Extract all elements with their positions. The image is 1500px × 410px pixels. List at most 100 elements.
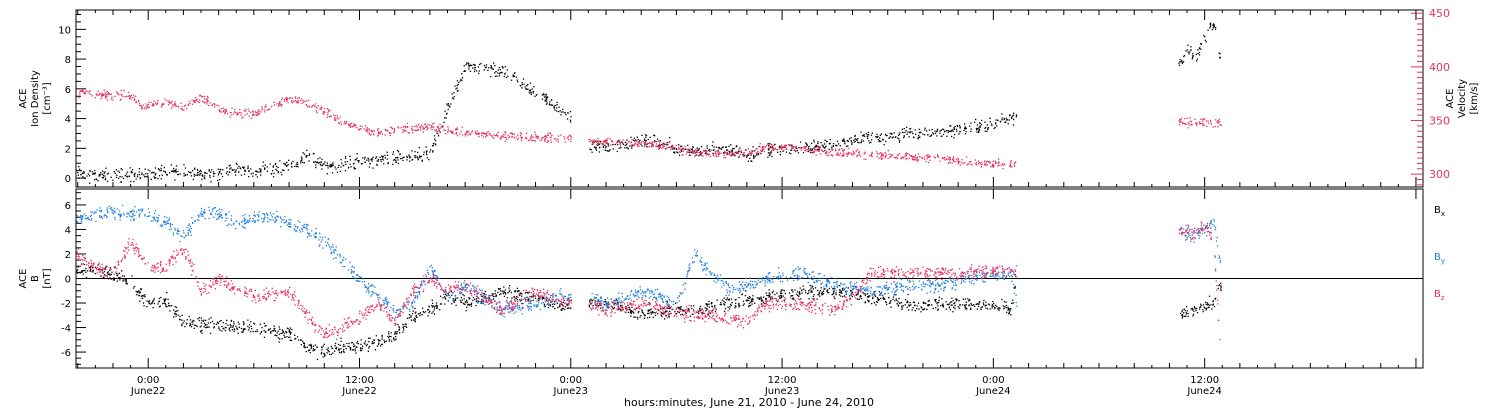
Bx-segment-point — [491, 293, 493, 295]
Bx-segment-point — [465, 299, 468, 301]
density-segment-point — [89, 182, 91, 184]
By-segment-point — [169, 222, 172, 225]
density-segment-point — [158, 175, 161, 177]
velocity-segment-point — [452, 131, 454, 133]
Bx-segment-point — [158, 301, 160, 303]
density-segment-point — [560, 111, 563, 113]
density-segment-point — [367, 157, 369, 159]
density-segment-point — [965, 127, 967, 129]
density-segment-point — [634, 140, 636, 142]
density-segment-point — [844, 143, 846, 145]
density-segment-point — [1012, 124, 1015, 126]
Bx-segment-point — [630, 310, 632, 312]
velocity-segment-point — [836, 154, 838, 156]
By-segment-point — [189, 225, 191, 228]
density-segment-point — [409, 160, 411, 162]
velocity-segment-point — [444, 129, 446, 132]
density-segment-point — [473, 70, 476, 73]
density-segment-point — [297, 166, 299, 168]
Bx-segment-point — [629, 309, 631, 311]
density-segment-point — [474, 64, 476, 66]
velocity-segment-point — [297, 100, 300, 102]
velocity-segment-point — [181, 108, 183, 110]
velocity-segment-point — [485, 133, 487, 135]
Bx-segment-point — [964, 306, 966, 308]
Bx-segment-point — [1193, 310, 1195, 312]
Bx-segment-point — [218, 326, 220, 328]
density-segment-point — [813, 141, 815, 143]
velocity-segment-point — [871, 154, 873, 157]
density-segment-point — [317, 158, 319, 160]
Bx-segment-point — [735, 302, 737, 305]
Bx-segment-point — [205, 319, 207, 321]
Bx-segment-point — [164, 303, 167, 305]
velocity-segment-point — [101, 95, 103, 98]
velocity-segment-point — [225, 109, 228, 111]
density-segment-point — [629, 145, 631, 147]
density-segment-point — [995, 123, 997, 125]
density-segment-point — [687, 144, 689, 146]
Bx-segment-point — [663, 311, 665, 313]
density-segment-point — [844, 141, 846, 143]
By-segment-point — [214, 207, 216, 209]
Bx-segment-point — [908, 309, 910, 311]
Bx-segment-point — [962, 304, 964, 306]
By-segment-point — [258, 219, 260, 222]
By-segment-point — [170, 228, 172, 230]
density-segment-point — [810, 151, 812, 154]
velocity-segment-point — [657, 140, 659, 142]
density-segment-point — [381, 158, 383, 160]
Bx-segment-point — [419, 313, 421, 315]
velocity-segment-point — [596, 140, 598, 142]
density-segment-point — [425, 152, 428, 154]
density-segment-point — [354, 159, 356, 161]
Bx-segment-point — [541, 298, 543, 300]
density-segment-point — [756, 152, 758, 154]
density-segment-point — [496, 75, 498, 77]
velocity-segment-point — [121, 94, 123, 96]
density-segment-point — [809, 148, 811, 150]
Bx-segment-point — [698, 310, 700, 313]
velocity-segment-point — [992, 160, 994, 162]
density-segment-point — [965, 131, 967, 133]
Bx-segment-point — [306, 346, 308, 348]
density-segment-point — [639, 139, 641, 142]
velocity-segment-point — [422, 127, 425, 129]
By-segment-point — [267, 214, 269, 216]
density-segment-point — [499, 69, 501, 71]
density-segment-point — [193, 168, 196, 170]
velocity-segment-point — [108, 93, 110, 95]
Bx-segment-point — [414, 318, 416, 320]
By-segment-point — [118, 214, 120, 216]
velocity-segment-point — [1180, 120, 1182, 123]
density-segment-point — [478, 72, 480, 75]
velocity-segment-point — [365, 125, 367, 127]
Bx-segment-point — [368, 341, 370, 343]
Bx-segment-point — [928, 304, 930, 306]
Bx-segment-point — [770, 297, 772, 299]
Bx-segment-point — [1009, 310, 1011, 312]
By-segment-point — [266, 213, 268, 215]
velocity-segment-point — [336, 117, 338, 119]
Bx-segment-point — [470, 302, 473, 304]
density-segment-point — [406, 156, 408, 159]
velocity-segment-point — [368, 129, 370, 131]
By-segment-point — [269, 212, 271, 214]
Bx-segment-point — [955, 300, 958, 302]
Bx-segment-point — [169, 305, 171, 307]
Bx-segment-point — [310, 343, 312, 346]
density-segment-point — [89, 170, 91, 172]
density-segment-point — [726, 149, 728, 151]
Bx-segment-point — [1220, 288, 1222, 290]
velocity-segment-point — [172, 104, 174, 106]
density-segment-point — [1191, 58, 1193, 60]
density-segment-point — [112, 179, 114, 181]
By-segment-point — [187, 229, 189, 231]
Bx-segment-point — [215, 323, 218, 325]
density-segment-point — [704, 152, 707, 155]
Bx-segment-point — [457, 297, 459, 299]
Bx-segment-point — [303, 342, 305, 344]
density-segment-point — [250, 168, 252, 170]
Bx-segment-point — [553, 301, 556, 303]
By-segment-point — [272, 213, 275, 215]
